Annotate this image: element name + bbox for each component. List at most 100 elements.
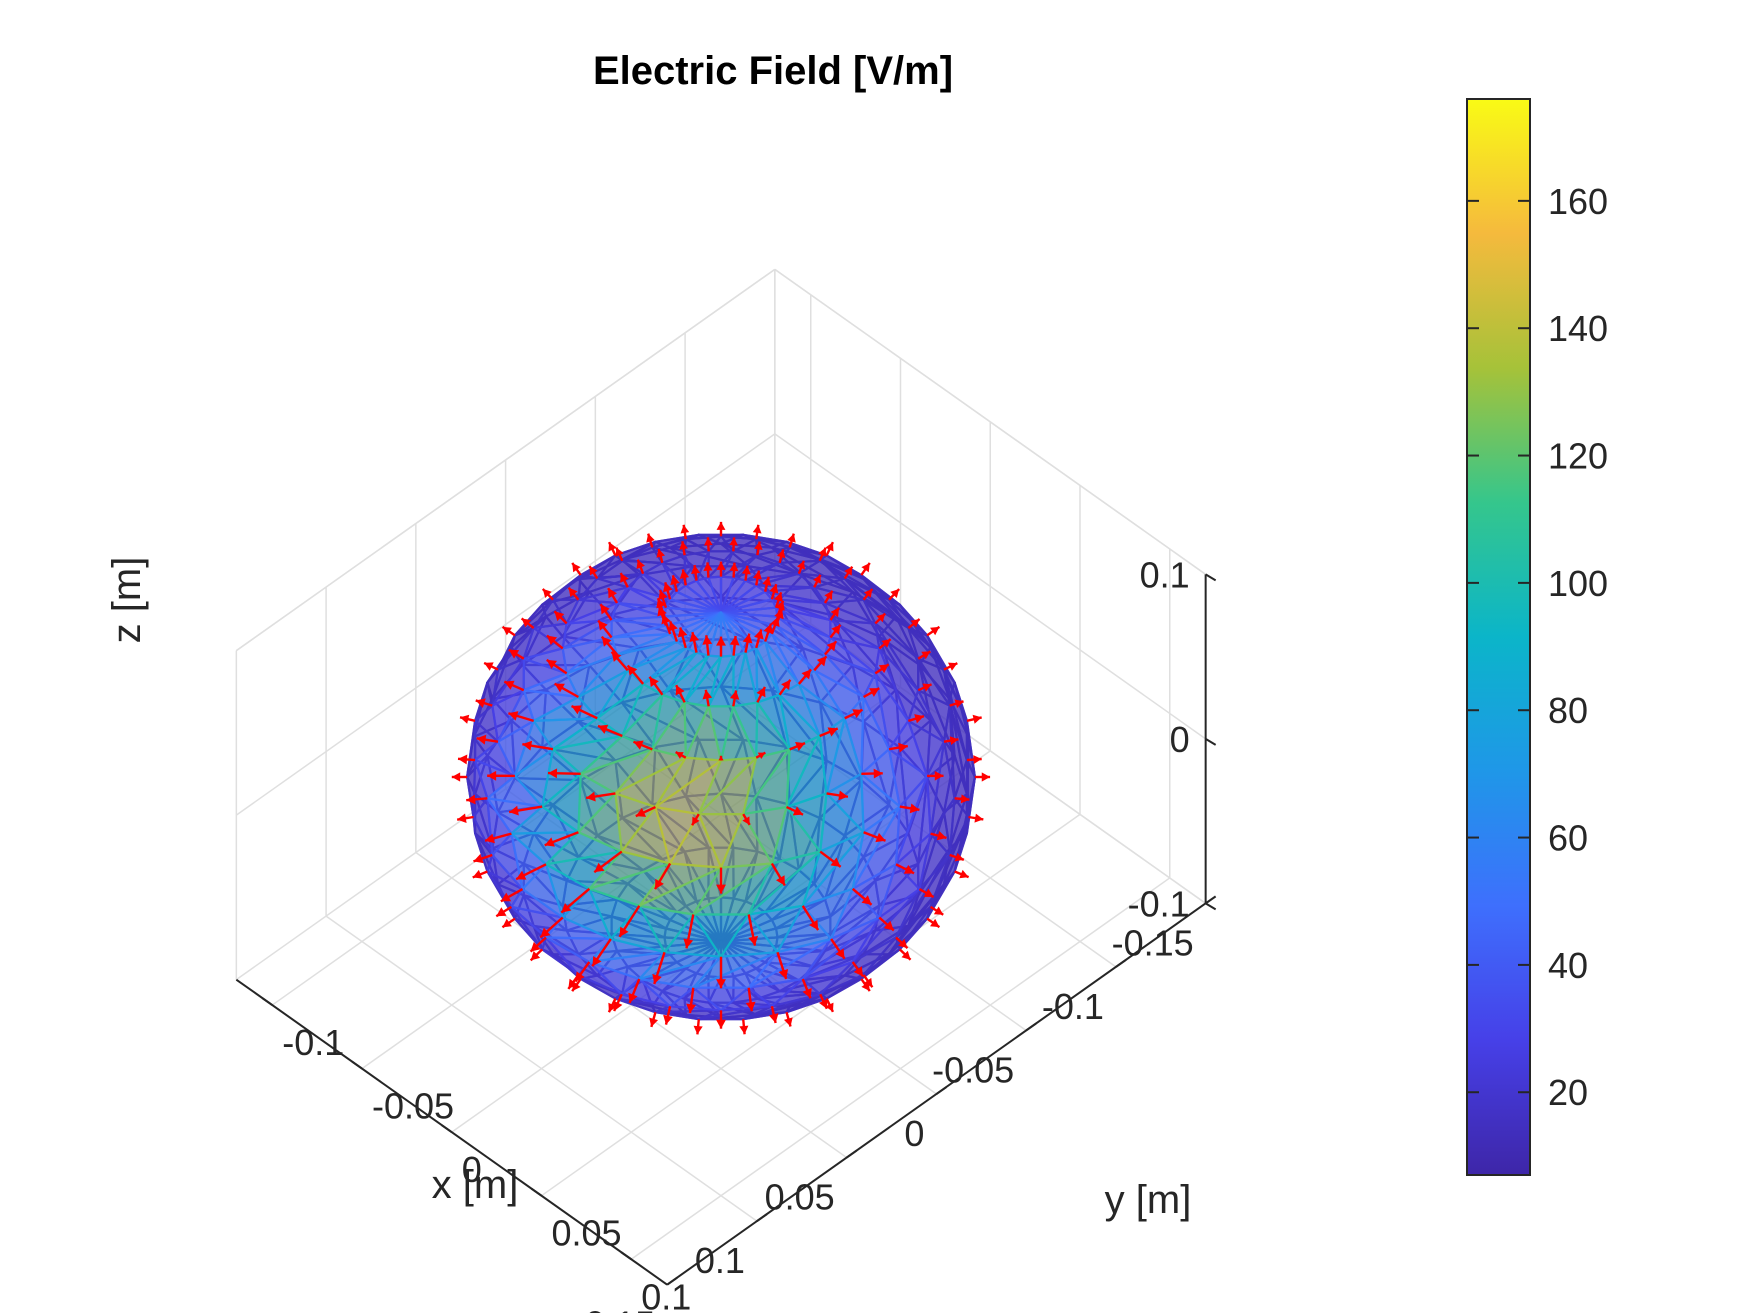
arrow-head (777, 549, 786, 559)
arrow-head (716, 636, 726, 646)
field-arrow (888, 742, 908, 753)
field-arrow (553, 610, 568, 625)
field-arrow (500, 888, 524, 903)
field-arrow (917, 683, 933, 692)
x-tick-label: -0.1 (1042, 986, 1104, 1027)
arrow-head (613, 1000, 623, 1011)
y-tick (261, 997, 273, 1006)
grid-line (774, 433, 1207, 740)
arrow-head (742, 633, 753, 644)
arrow-head (635, 807, 647, 817)
arrow-head (741, 565, 751, 575)
field-arrow (729, 562, 739, 578)
field-arrow (646, 533, 655, 548)
field-arrow (824, 640, 838, 656)
field-arrow (927, 771, 944, 781)
arrow-head (861, 562, 870, 573)
arrow-head (554, 683, 565, 693)
arrow-head (795, 741, 806, 751)
field-arrow (670, 575, 680, 592)
arrow-head (861, 895, 872, 905)
arrow-head (504, 680, 515, 690)
arrow-head (801, 669, 812, 680)
field-arrow (588, 565, 599, 580)
arrow-head (752, 524, 762, 534)
sphere-surface (466, 533, 977, 1021)
field-arrows (451, 521, 991, 1035)
field-arrow (635, 805, 656, 818)
arrow-head (954, 852, 964, 862)
colorbar-tick-label: 80 (1548, 690, 1588, 731)
box-edge (235, 268, 776, 652)
field-arrow (899, 803, 920, 814)
field-arrow (818, 547, 827, 562)
field-arrow (615, 547, 624, 562)
field-arrow (862, 588, 874, 601)
arrow-head (484, 833, 495, 844)
field-arrow (775, 600, 785, 618)
field-arrow (878, 638, 892, 650)
field-arrow (819, 727, 839, 738)
field-arrow (654, 862, 672, 890)
arrow-head (818, 547, 827, 557)
field-arrow (863, 687, 880, 699)
arrow-head (775, 600, 785, 611)
field-arrow (585, 791, 616, 802)
arrow-head (620, 573, 629, 583)
field-arrow (652, 951, 666, 985)
arrow-head (502, 918, 512, 928)
field-arrow (599, 603, 613, 621)
z-tick-label: 0.1 (1140, 554, 1190, 595)
arrow-head (649, 676, 659, 688)
arrow-head (655, 878, 664, 890)
arrow-head (457, 754, 468, 765)
x-tick (846, 1149, 858, 1159)
arrow-head (876, 613, 886, 623)
field-arrow (459, 714, 476, 724)
field-arrow (801, 905, 820, 931)
field-arrow (648, 676, 664, 696)
field-arrow (778, 679, 792, 696)
arrow-head (853, 966, 863, 977)
field-arrow (668, 620, 678, 642)
arrow-head (546, 635, 558, 646)
field-arrow (742, 813, 751, 826)
arrow-head (809, 919, 819, 931)
arrow-head (881, 639, 891, 648)
arrow-head (508, 649, 520, 659)
field-arrow (829, 606, 841, 621)
arrow-head (954, 699, 964, 708)
arrow-head (656, 598, 666, 609)
field-arrow (702, 635, 713, 656)
mesh-face (697, 756, 758, 816)
arrow-head (883, 920, 894, 931)
field-arrow (571, 704, 598, 720)
field-arrow (752, 524, 762, 540)
arrow-head (472, 869, 483, 879)
z-tick (1205, 902, 1217, 911)
field-arrow (541, 588, 554, 601)
field-arrow (520, 617, 535, 629)
arrow-head (661, 614, 671, 625)
arrow-head (554, 611, 565, 622)
arrow-head (787, 533, 796, 543)
arrow-head (776, 875, 785, 886)
field-arrow (756, 686, 766, 703)
arrow-head (668, 621, 678, 632)
arrow-head (716, 979, 726, 989)
arrow-head (457, 813, 467, 824)
arrow-head (873, 768, 883, 779)
x-tick-label: 0.15 (585, 1304, 655, 1313)
arrow-head (473, 853, 484, 864)
field-arrow (863, 831, 886, 843)
field-arrow (529, 948, 544, 962)
field-arrow (829, 624, 842, 639)
arrow-head (974, 813, 984, 823)
x-tick-label: 0.1 (695, 1240, 745, 1281)
arrow-head (933, 906, 944, 915)
field-arrow (745, 987, 756, 1012)
field-arrow (729, 690, 740, 707)
arrow-head (615, 547, 624, 557)
arrow-head (936, 830, 947, 841)
